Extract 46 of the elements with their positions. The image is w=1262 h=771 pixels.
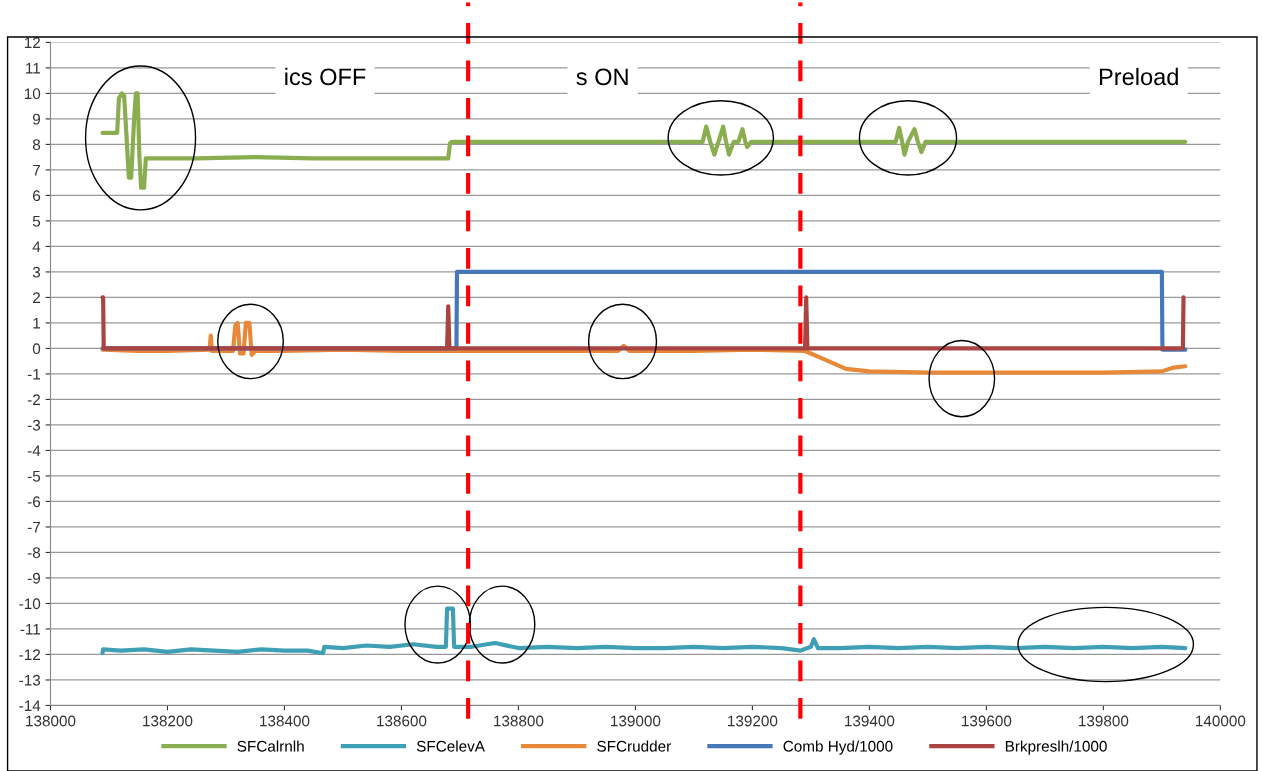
y-tick-label: 11 <box>26 62 41 74</box>
y-tick-label: -3 <box>27 419 41 431</box>
x-tick-label: 139400 <box>845 715 895 727</box>
y-tick-label: 10 <box>24 88 41 100</box>
legend-label: SFCelevA <box>416 740 485 752</box>
y-tick-label: -10 <box>19 598 41 610</box>
x-tick-label: 138000 <box>26 715 76 727</box>
x-tick-label: 138200 <box>143 715 193 727</box>
y-tick-label: -4 <box>27 445 41 456</box>
y-tick-label: -7 <box>27 521 40 533</box>
y-tick-label: -11 <box>20 623 41 635</box>
y-tick-label: -8 <box>27 547 41 559</box>
x-tick-label: 140000 <box>1196 715 1246 727</box>
y-tick-label: 2 <box>33 292 40 303</box>
annotation: ics OFF <box>285 67 366 86</box>
annotation: s ON <box>576 68 628 86</box>
x-tick-label: 138800 <box>494 715 544 727</box>
x-tick-label: 138600 <box>377 715 427 727</box>
y-tick-label: -5 <box>27 470 41 482</box>
x-tick-label: 139600 <box>962 715 1012 727</box>
legend-label: Comb Hyd/1000 <box>783 740 893 755</box>
y-tick-label: -6 <box>27 496 41 508</box>
y-tick-label: 4 <box>32 241 41 252</box>
y-tick-label: -2 <box>27 394 40 405</box>
x-tick-label: 139200 <box>728 715 778 727</box>
x-tick-label: 139800 <box>1079 715 1129 727</box>
y-tick-label: 0 <box>32 343 41 355</box>
y-tick-label: 8 <box>32 139 41 151</box>
y-tick-label: -14 <box>19 700 41 711</box>
y-tick-label: -12 <box>19 649 40 660</box>
y-tick-label: 5 <box>32 215 41 227</box>
legend-label: Brkpreslh/1000 <box>1005 740 1107 755</box>
x-tick-label: 139000 <box>611 715 661 727</box>
y-tick-label: -9 <box>27 572 41 584</box>
x-tick-label: 138400 <box>260 715 310 727</box>
y-tick-label: 1 <box>33 317 41 329</box>
legend-label: SFCalrnlh <box>237 740 304 752</box>
y-tick-label: 7 <box>33 164 40 176</box>
y-tick-label: 12 <box>24 37 40 48</box>
y-tick-label: -1 <box>27 368 41 380</box>
y-tick-label: -13 <box>19 674 41 686</box>
legend-label: SFCrudder <box>597 740 671 752</box>
y-tick-label: 9 <box>32 113 41 125</box>
y-tick-label: 3 <box>32 266 41 278</box>
annotation: Preload <box>1099 67 1178 86</box>
y-tick-label: 6 <box>33 190 41 202</box>
